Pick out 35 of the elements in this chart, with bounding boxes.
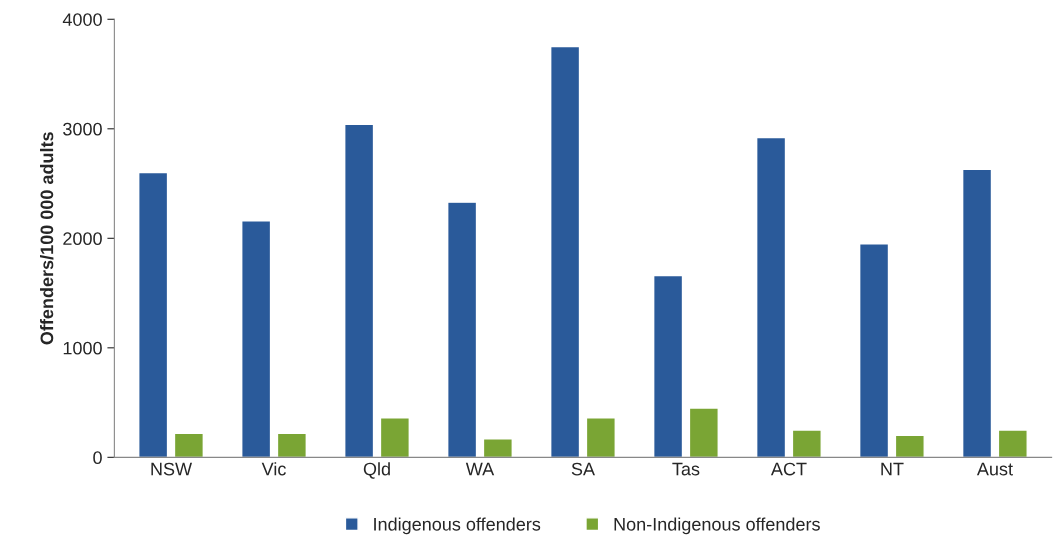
bar (961, 168, 993, 458)
x-tick-label: Aust (976, 462, 1013, 476)
bar (173, 432, 205, 458)
bar (549, 45, 581, 458)
x-tick-label: Qld (363, 462, 390, 479)
legend-label: Indigenous offenders (374, 517, 541, 535)
y-tick-label: 2000 (63, 232, 102, 246)
bar (755, 136, 787, 458)
bar (241, 220, 272, 458)
bar (791, 429, 822, 458)
y-tick-label: 0 (93, 451, 102, 465)
bar (585, 417, 616, 458)
x-tick-label: ACT (770, 462, 807, 476)
bar (482, 438, 513, 458)
bar (446, 201, 478, 458)
y-axis-title: Offenders/100 000 adults (40, 132, 54, 345)
x-tick-label: Tas (672, 462, 700, 476)
x-tick-label: NT (881, 462, 904, 476)
x-tick-label: SA (571, 462, 595, 476)
y-tick-label: 1000 (63, 341, 102, 355)
bar (138, 171, 169, 458)
bar (276, 432, 308, 458)
legend-label: Non-Indigenous offenders (614, 517, 820, 535)
bar (344, 123, 375, 458)
x-tick-label: Vic (261, 462, 286, 476)
x-tick-label: NSW (151, 462, 193, 476)
bar (858, 243, 890, 458)
y-tick-label: 4000 (62, 13, 102, 27)
y-tick-label: 3000 (63, 122, 102, 136)
bar (997, 429, 1028, 458)
x-tick-label: WA (465, 462, 495, 476)
bar (652, 274, 684, 458)
bar (688, 407, 719, 458)
bar (894, 434, 925, 458)
bar (379, 417, 410, 458)
